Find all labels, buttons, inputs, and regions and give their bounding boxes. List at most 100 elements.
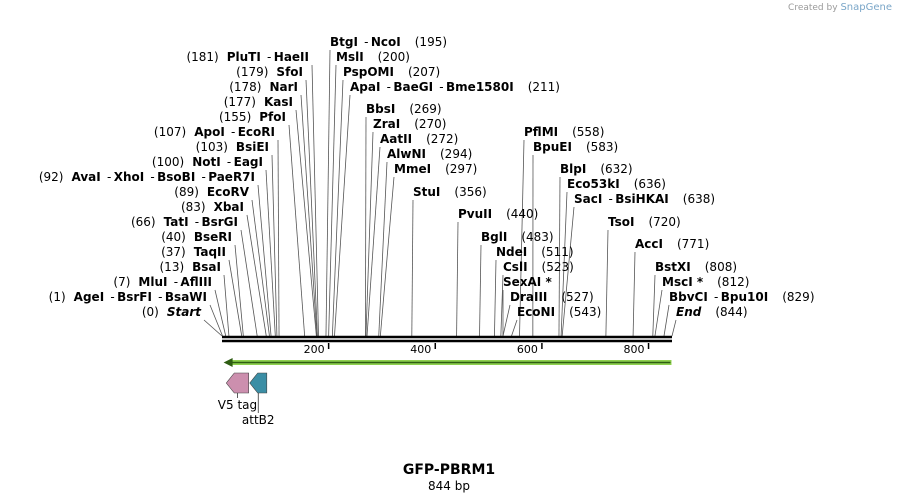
enzyme-name: SexAI * <box>503 275 552 289</box>
enzyme-label-eco53ki[interactable]: Eco53kI (636) <box>567 177 666 191</box>
enzyme-label-ndei[interactable]: NdeI (511) <box>496 245 574 259</box>
cut-position: (155) <box>219 110 251 124</box>
svg-text:End(844): End (844) <box>676 305 748 319</box>
ruler-tick-label: 600 <box>517 343 538 356</box>
enzyme-label-nari[interactable]: (178) NarI <box>229 80 298 94</box>
cut-position: (89) <box>174 185 199 199</box>
svg-text:BbvCI - Bpu10I(829): BbvCI - Bpu10I (829) <box>669 290 815 304</box>
enzyme-label-bseri[interactable]: (40) BseRI <box>161 230 232 244</box>
cut-site-leader <box>663 304 670 337</box>
enzyme-label-pspomi[interactable]: PspOMI (207) <box>343 65 440 79</box>
enzyme-name: PflMI <box>524 125 558 139</box>
enzyme-label-bbvci[interactable]: BbvCI - Bpu10I (829) <box>669 290 815 304</box>
cut-position: (558) <box>572 125 604 139</box>
enzyme-name: Bme1580I <box>446 80 514 94</box>
cut-position: (812) <box>717 275 749 289</box>
svg-text:MscI *(812): MscI * (812) <box>662 275 749 289</box>
cut-position: (543) <box>569 305 601 319</box>
svg-text:CslI(523): CslI (523) <box>503 260 574 274</box>
enzyme-name: EcoRI <box>238 125 275 139</box>
enzyme-label-taqii[interactable]: (37) TaqII <box>161 245 226 259</box>
svg-text:SacI - BsiHKAI(638): SacI - BsiHKAI (638) <box>574 192 715 206</box>
enzyme-label-draiii[interactable]: DraIII (527) <box>510 290 594 304</box>
svg-text:TsoI(720): TsoI (720) <box>608 215 681 229</box>
cut-site-leader <box>203 319 223 337</box>
enzyme-label-zrai[interactable]: ZraI (270) <box>373 117 446 131</box>
enzyme-name: End <box>676 305 702 319</box>
enzyme-label-tati[interactable]: (66) TatI - BsrGI <box>131 215 238 229</box>
enzyme-label-saci[interactable]: SacI - BsiHKAI (638) <box>574 192 715 206</box>
enzyme-label-btgi[interactable]: BtgI - NcoI (195) <box>330 35 447 49</box>
enzyme-label-econi[interactable]: EcoNI (543) <box>517 305 601 319</box>
cut-site-leader <box>223 274 230 337</box>
enzyme-label-bbsi[interactable]: BbsI (269) <box>366 102 442 116</box>
orf-arrow[interactable] <box>223 358 672 367</box>
enzyme-name: StuI <box>413 185 440 199</box>
enzyme-label-csli[interactable]: CslI (523) <box>503 260 574 274</box>
cut-position: (844) <box>715 305 747 319</box>
enzyme-name: BaeGI <box>393 80 433 94</box>
enzyme-label-blpi[interactable]: BlpI (632) <box>560 162 633 176</box>
enzyme-name: CslI <box>503 260 528 274</box>
enzyme-label-apoi[interactable]: (107) ApoI - EcoRI <box>154 125 275 139</box>
ruler-tick-label: 800 <box>624 343 645 356</box>
enzyme-label-stui[interactable]: StuI (356) <box>413 185 487 199</box>
enzyme-label-bsiei[interactable]: (103) BsiEI <box>196 140 269 154</box>
enzyme-name: BsrFI <box>117 290 152 304</box>
cut-position: (440) <box>506 207 538 221</box>
enzyme-label-bstxi[interactable]: BstXI (808) <box>655 260 737 274</box>
enzyme-labels: (0) Start(1) AgeI - BsrFI - BsaWI(7) MluI -… <box>39 35 815 319</box>
enzyme-label-msci[interactable]: MscI * (812) <box>662 275 749 289</box>
enzyme-label-agei[interactable]: (1) AgeI - BsrFI - BsaWI <box>49 290 207 304</box>
enzyme-label-end[interactable]: End (844) <box>676 305 748 319</box>
enzyme-name: NarI <box>269 80 298 94</box>
enzyme-label-msli[interactable]: MslI (200) <box>336 50 410 64</box>
cut-position: (207) <box>408 65 440 79</box>
enzyme-label-bgli[interactable]: BglI (483) <box>481 230 554 244</box>
enzyme-label-pluti[interactable]: (181) PluTI - HaeII <box>186 50 309 64</box>
enzyme-name: DraIII <box>510 290 547 304</box>
cut-site-leader <box>652 274 656 337</box>
enzyme-label-tsoi[interactable]: TsoI (720) <box>608 215 681 229</box>
enzyme-label-mlui[interactable]: (7) MluI - AflIII <box>113 275 212 289</box>
cut-site-leader <box>214 289 227 337</box>
enzyme-label-sfoi[interactable]: (179) SfoI <box>236 65 303 79</box>
cut-site-leader <box>325 49 331 337</box>
enzyme-label-start[interactable]: (0) Start <box>142 305 202 319</box>
feature-attb2[interactable]: attB2 <box>242 372 275 427</box>
cut-position: (1) <box>49 290 66 304</box>
enzyme-label-xbai[interactable]: (83) XbaI <box>181 200 244 214</box>
enzyme-label-avai[interactable]: (92) AvaI - XhoI - BsoBI - PaeR7I <box>39 170 255 184</box>
cut-position: (720) <box>648 215 680 229</box>
enzyme-name: XbaI <box>214 200 244 214</box>
enzyme-label-mmei[interactable]: MmeI (297) <box>394 162 477 176</box>
svg-text:(13)BsaI: (13) BsaI <box>160 260 222 274</box>
enzyme-label-ecorv[interactable]: (89) EcoRV <box>174 185 249 199</box>
svg-text:(179)SfoI: (179) SfoI <box>236 65 303 79</box>
cut-site-leader <box>251 199 270 337</box>
enzyme-label-noti[interactable]: (100) NotI - EagI <box>152 155 263 169</box>
svg-text:(178)NarI: (178) NarI <box>229 80 298 94</box>
cut-site-leader <box>671 319 677 337</box>
enzyme-label-pflmi[interactable]: PflMI (558) <box>524 125 604 139</box>
enzyme-label-bsai[interactable]: (13) BsaI <box>160 260 222 274</box>
enzyme-label-pvuii[interactable]: PvuII (440) <box>458 207 538 221</box>
enzyme-label-apai[interactable]: ApaI - BaeGI - Bme1580I (211) <box>350 80 560 94</box>
enzyme-label-alwni[interactable]: AlwNI (294) <box>387 147 472 161</box>
enzyme-label-bpuei[interactable]: BpuEI (583) <box>533 140 618 154</box>
cut-site-leader <box>331 79 344 337</box>
svg-text:(1)AgeI - BsrFI - BsaWI: (1) AgeI - BsrFI - BsaWI <box>49 290 207 304</box>
enzyme-name: EcoNI <box>517 305 555 319</box>
svg-text:(177)KasI: (177) KasI <box>224 95 293 109</box>
enzyme-label-pfoi[interactable]: (155) PfoI <box>219 110 286 124</box>
enzyme-label-aatii[interactable]: AatII (272) <box>380 132 458 146</box>
enzyme-label-acci[interactable]: AccI (771) <box>635 237 709 251</box>
enzyme-name: ApaI <box>350 80 380 94</box>
cut-position: (178) <box>229 80 261 94</box>
feature-v5-tag[interactable]: V5 tag <box>218 372 257 412</box>
enzyme-name: AccI <box>635 237 663 251</box>
enzyme-name: XhoI <box>114 170 145 184</box>
enzyme-label-sexai[interactable]: SexAI * <box>503 275 552 289</box>
cut-position: (92) <box>39 170 64 184</box>
enzyme-label-kasi[interactable]: (177) KasI <box>224 95 293 109</box>
